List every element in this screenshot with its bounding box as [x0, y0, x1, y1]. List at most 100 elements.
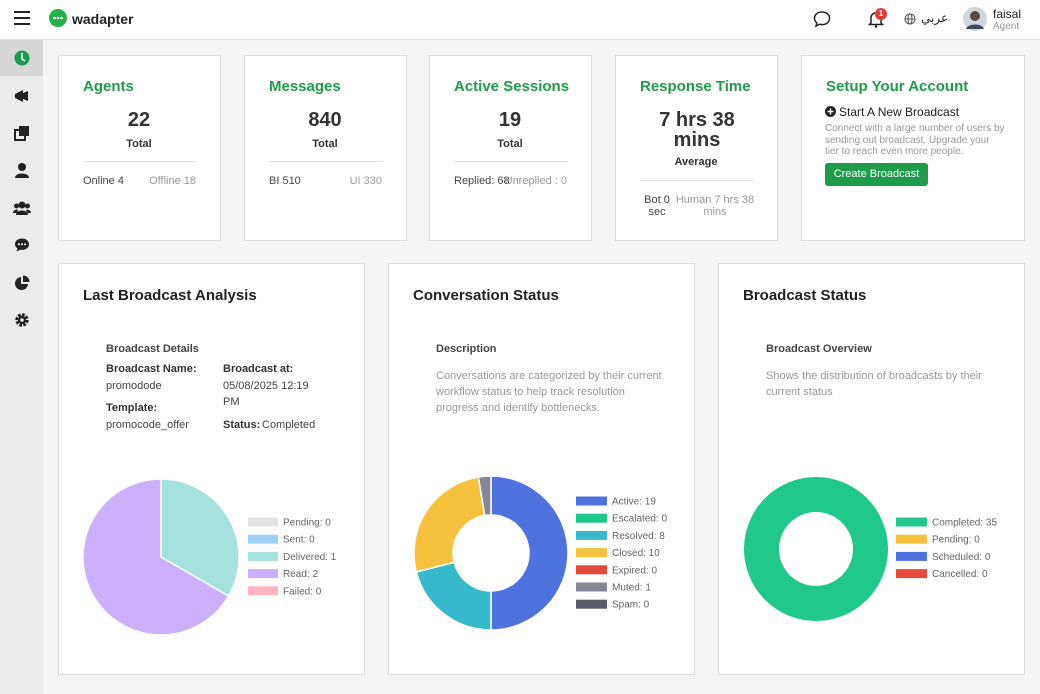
legend-label: Muted: 1 [612, 583, 651, 594]
brand: wadapter [72, 11, 134, 27]
stat-right: Human 7 hrs 38 mins [675, 194, 755, 218]
legend-swatch [576, 565, 607, 575]
user-role: Agent [993, 21, 1020, 32]
divider [269, 161, 383, 162]
donut-segment [490, 475, 569, 631]
panel: Conversation Status Description Conversa… [388, 263, 695, 675]
globe-icon[interactable] [904, 13, 916, 25]
legend-label: Spam: 0 [612, 600, 650, 611]
stat-value: 22 [127, 109, 151, 131]
stat-value: 7 hrs 38 mins [659, 109, 735, 151]
details-heading: Broadcast Details [106, 343, 199, 355]
stat-title: Response Time [640, 78, 751, 95]
sidebar [0, 40, 43, 694]
stat-card: Active Sessions 19 Total Replied: 68 Unr… [429, 55, 592, 241]
panel: Last Broadcast Analysis Broadcast Detail… [58, 263, 365, 675]
stat-caption: Total [312, 138, 338, 150]
donut-segment [477, 475, 492, 517]
legend-swatch [576, 496, 607, 506]
legend-label: Failed: 0 [283, 586, 322, 597]
legend-swatch [248, 517, 278, 527]
legend-swatch [576, 582, 607, 592]
legend-swatch [248, 569, 278, 579]
legend-label: Escalated: 0 [612, 514, 667, 525]
legend-swatch [896, 569, 927, 579]
stat-caption: Total [497, 138, 523, 150]
chat-icon[interactable] [813, 10, 831, 28]
stat-title: Agents [83, 78, 134, 95]
stat-left: Bot 0 sec [644, 194, 670, 218]
donut-segment [415, 561, 492, 631]
legend-label: Completed: 35 [932, 518, 997, 529]
donut-segment [744, 477, 888, 621]
legend-swatch [576, 513, 607, 523]
chart: Active: 19 Escalated: 0 Resolved: 8 Closed:… [413, 475, 667, 631]
description-heading: Description [436, 343, 497, 355]
divider [83, 161, 197, 162]
panel-title: Broadcast Status [743, 287, 867, 304]
stat-left: Replied: 68 [454, 175, 510, 187]
chart: Completed: 35 Pending: 0 Scheduled: 0 Cance… [744, 477, 997, 621]
create-broadcast-button[interactable]: Create Broadcast [825, 163, 928, 186]
nav-chats[interactable] [14, 237, 30, 253]
legend-label: Delivered: 1 [283, 552, 337, 563]
avatar[interactable] [963, 7, 987, 31]
legend-label: Scheduled: 0 [932, 552, 991, 563]
legend-label: Expired: 0 [612, 565, 657, 576]
plus-icon [825, 106, 836, 117]
pie-slice [160, 478, 240, 598]
stat-caption: Total [126, 138, 152, 150]
stat-left: Online 4 [83, 175, 124, 187]
nav-settings[interactable] [14, 312, 30, 328]
stat-title: Messages [269, 78, 341, 95]
legend-label: Resolved: 8 [612, 531, 665, 542]
nav-broadcast[interactable] [14, 88, 30, 104]
nav-teams[interactable] [13, 200, 31, 216]
panel-title: Conversation Status [413, 287, 559, 304]
nav-templates[interactable] [14, 125, 30, 141]
detail-label: Status: [223, 419, 261, 431]
legend-swatch [248, 534, 278, 544]
chart: Pending: 0 Sent: 0 Delivered: 1 Read: 2 Fail… [82, 478, 337, 636]
pie-slice [82, 478, 230, 636]
stat-card: Messages 840 Total BI 510 UI 330 [244, 55, 407, 241]
legend-label: Pending: 0 [283, 518, 331, 529]
detail-value: 05/08/2025 12:19 PM [223, 380, 309, 408]
stat-left: BI 510 [269, 175, 301, 187]
legend-swatch [896, 551, 927, 561]
setup-subtitle: Start A New Broadcast [839, 105, 960, 119]
legend-label: Closed: 10 [612, 548, 660, 559]
detail-value: promocode_offer [106, 419, 189, 431]
legend-swatch [576, 548, 607, 558]
panel-title: Last Broadcast Analysis [83, 287, 257, 304]
legend-swatch [576, 530, 607, 540]
stat-right: UI 330 [349, 175, 382, 187]
menu-icon[interactable] [14, 11, 30, 25]
legend-swatch [576, 599, 607, 609]
detail-label: Template: [106, 402, 158, 414]
top-bar: wadapter 1 عربي faisal Agent [0, 0, 1040, 40]
overview-heading: Broadcast Overview [766, 343, 872, 355]
stat-caption: Average [674, 156, 718, 168]
divider [454, 161, 568, 162]
legend-swatch [896, 534, 927, 544]
detail-label: Broadcast Name: [106, 363, 197, 375]
setup-text: Connect with a large number of users by … [825, 123, 1005, 157]
stat-card: Response Time 7 hrs 38 mins Average Bot … [615, 55, 778, 241]
language-switch[interactable]: عربي [921, 11, 949, 25]
nav-reports[interactable] [14, 275, 30, 291]
legend-label: Active: 19 [612, 497, 656, 508]
overview-text: Shows the distribution of broadcasts by … [766, 370, 982, 398]
stat-value: 840 [308, 109, 342, 131]
setup-title: Setup Your Account [826, 78, 969, 95]
user-name: faisal [993, 7, 1022, 21]
stat-right: Offline 18 [149, 175, 196, 187]
nav-dashboard[interactable] [14, 50, 30, 66]
nav-contacts[interactable] [14, 162, 30, 178]
legend-label: Read: 2 [283, 569, 318, 580]
legend-label: Sent: 0 [283, 535, 315, 546]
legend-swatch [248, 551, 278, 561]
divider [640, 180, 754, 181]
